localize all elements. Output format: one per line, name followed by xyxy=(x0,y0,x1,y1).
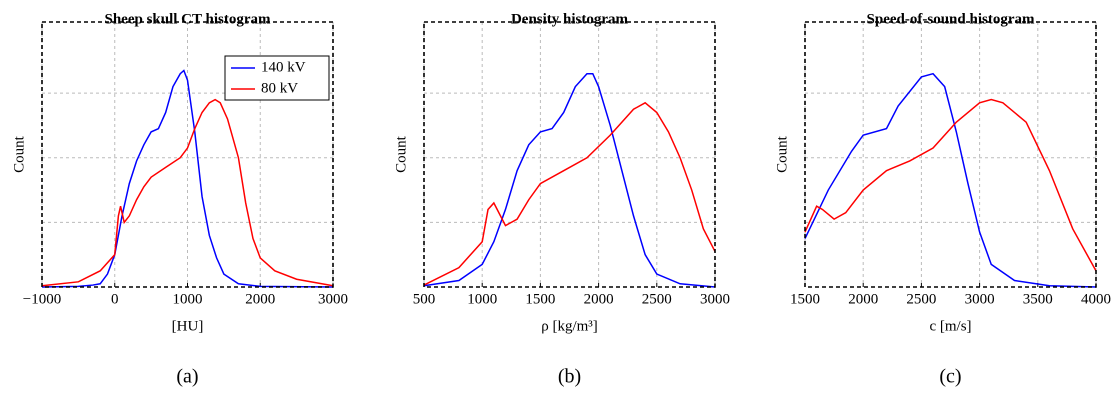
x-tick-label: 2000 xyxy=(584,291,614,307)
x-tick-label: 3000 xyxy=(700,291,730,307)
legend-label: 140 kV xyxy=(261,59,306,75)
series-line xyxy=(423,101,716,286)
legend-box xyxy=(224,55,330,101)
x-axis-label: [HU] xyxy=(172,318,204,334)
y-axis-label: Count xyxy=(393,135,409,173)
sub-caption: (c) xyxy=(939,366,961,388)
series-line xyxy=(423,72,716,288)
y-axis-label: Count xyxy=(11,135,27,173)
x-tick-label: 2000 xyxy=(848,291,878,307)
x-tick-label: 0 xyxy=(111,291,119,307)
chart-title: Sheep skull CT histogram xyxy=(104,11,271,27)
chart-title: Density histogram xyxy=(511,11,629,27)
plot-frame xyxy=(804,21,1097,288)
x-tick-label: 2500 xyxy=(906,291,936,307)
x-tick-label: 4000 xyxy=(1081,291,1111,307)
y-axis-label: Count xyxy=(774,135,790,173)
plot-frame xyxy=(423,21,716,288)
x-tick-label: 2000 xyxy=(245,291,275,307)
x-tick-label: 3500 xyxy=(1023,291,1053,307)
chart-title: Speed-of-sound histogram xyxy=(867,11,1035,27)
series-line xyxy=(804,72,1097,288)
series-line xyxy=(804,98,1097,272)
series-line xyxy=(41,69,334,288)
x-tick-label: 2500 xyxy=(642,291,672,307)
sub-caption: (b) xyxy=(558,366,581,388)
plot-frame xyxy=(41,21,334,288)
x-tick-label: 3000 xyxy=(965,291,995,307)
legend-label: 80 kV xyxy=(261,80,298,96)
series-line xyxy=(41,98,334,287)
x-axis-label: ρ [kg/m³] xyxy=(541,318,598,334)
x-axis-label: c [m/s] xyxy=(929,318,971,334)
sub-caption: (a) xyxy=(176,366,198,388)
x-tick-label: 1500 xyxy=(790,291,820,307)
x-tick-label: 1500 xyxy=(525,291,555,307)
x-tick-label: 3000 xyxy=(318,291,348,307)
x-tick-label: 500 xyxy=(413,291,436,307)
x-tick-label: 1000 xyxy=(467,291,497,307)
x-tick-label: −1000 xyxy=(23,291,61,307)
x-tick-label: 1000 xyxy=(173,291,203,307)
